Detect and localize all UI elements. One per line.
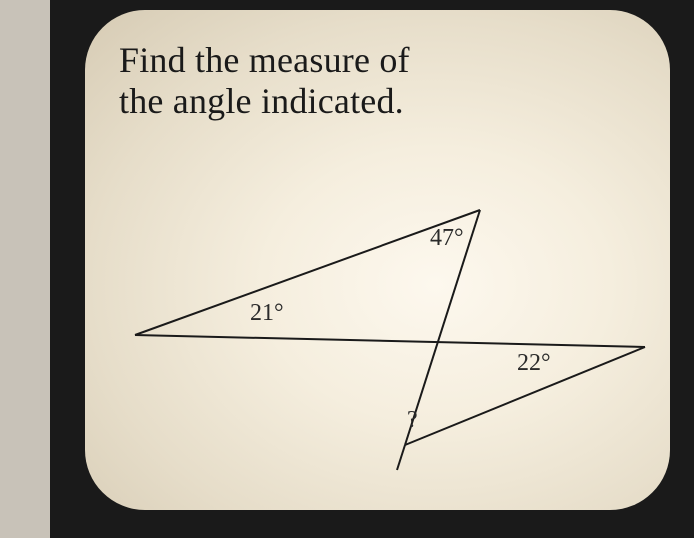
angle-label-unknown: ?: [407, 407, 418, 434]
base-line: [135, 335, 645, 347]
lower-apex-tick: [397, 445, 405, 470]
angle-label-47: 47°: [430, 225, 464, 252]
problem-line-1: Find the measure of: [119, 40, 636, 81]
problem-statement: Find the measure of the angle indicated.: [119, 40, 636, 123]
problem-line-2: the angle indicated.: [119, 81, 636, 122]
upper-triangle-left-side: [135, 210, 480, 335]
problem-card: Find the measure of the angle indicated.…: [85, 10, 670, 510]
left-margin-strip: [0, 0, 50, 538]
angle-label-22: 22°: [517, 350, 551, 377]
angle-label-21: 21°: [250, 300, 284, 327]
